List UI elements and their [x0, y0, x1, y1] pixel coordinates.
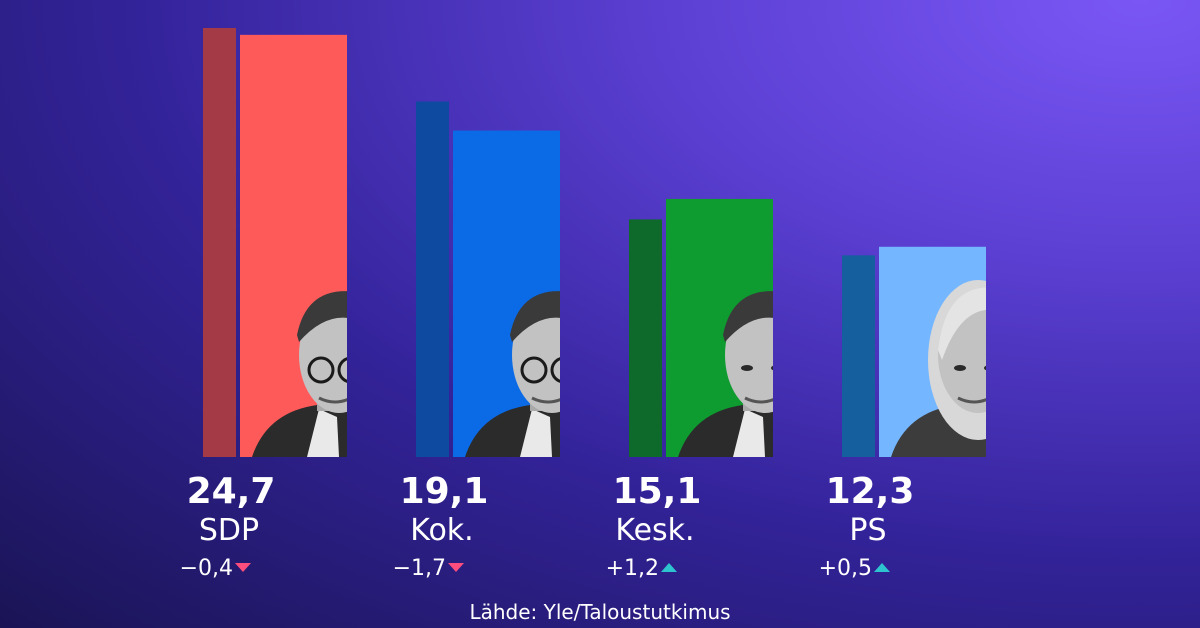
bar-previous-kok [416, 101, 449, 458]
portrait-hairtop-kesk [723, 291, 773, 342]
portrait-eye-right-ps [984, 365, 986, 371]
party-label-kesk: Kesk. [615, 513, 694, 548]
bar-previous-sdp [203, 28, 236, 457]
portrait-mouth-sdp [318, 396, 347, 404]
portrait-glasses-right-kok [550, 357, 560, 383]
change-label-sdp: −0,4 [180, 556, 233, 581]
portrait-hairtop-kok [510, 291, 560, 342]
party-label-ps: PS [849, 513, 886, 548]
change-label-kok: −1,7 [393, 556, 446, 581]
portrait-sdp-leader [252, 291, 347, 457]
bar-previous-ps [842, 255, 875, 457]
portrait-glasses-sdp [307, 356, 335, 384]
portrait-mouth-ps [957, 396, 986, 404]
portrait-eye-left-kesk [741, 365, 753, 371]
portrait-ps-leader [891, 280, 986, 457]
portrait-kesk-leader [678, 291, 773, 457]
change-label-ps: +0,5 [819, 556, 872, 581]
portrait-shirt-kesk [733, 409, 765, 457]
up-arrow-icon-ps [874, 563, 890, 572]
party-label-kok: Kok. [410, 513, 473, 548]
value-label-kok: 19,1 [400, 471, 489, 512]
down-arrow-icon-kok [448, 563, 464, 572]
bar-group-ps [842, 246, 986, 457]
portrait-glasses-kok [520, 356, 548, 384]
up-arrow-icon-kesk [661, 563, 677, 572]
portrait-eye-left-ps [954, 365, 966, 371]
bar-group-kok [416, 101, 560, 458]
bar-previous-kesk [629, 219, 662, 457]
party-label-sdp: SDP [199, 513, 259, 548]
portrait-shirt-sdp [307, 409, 339, 457]
down-arrow-icon-sdp [235, 563, 251, 572]
value-label-sdp: 24,7 [187, 471, 276, 512]
bar-group-kesk [629, 198, 773, 458]
portrait-bangs-ps [938, 287, 986, 360]
portrait-eye-right-kesk [771, 365, 773, 371]
bar-group-sdp [203, 28, 347, 457]
portrait-shirt-kok [520, 409, 552, 457]
change-label-kesk: +1,2 [606, 556, 659, 581]
value-label-kesk: 15,1 [613, 471, 702, 512]
portrait-mouth-kok [531, 396, 560, 404]
portrait-hairtop-sdp [297, 291, 347, 342]
portrait-glasses-right-sdp [337, 357, 347, 383]
value-label-ps: 12,3 [826, 471, 915, 512]
source-note: Lähde: Yle/Taloustutkimus [469, 600, 731, 624]
portrait-mouth-kesk [744, 396, 773, 404]
portrait-kok-leader [465, 291, 560, 457]
